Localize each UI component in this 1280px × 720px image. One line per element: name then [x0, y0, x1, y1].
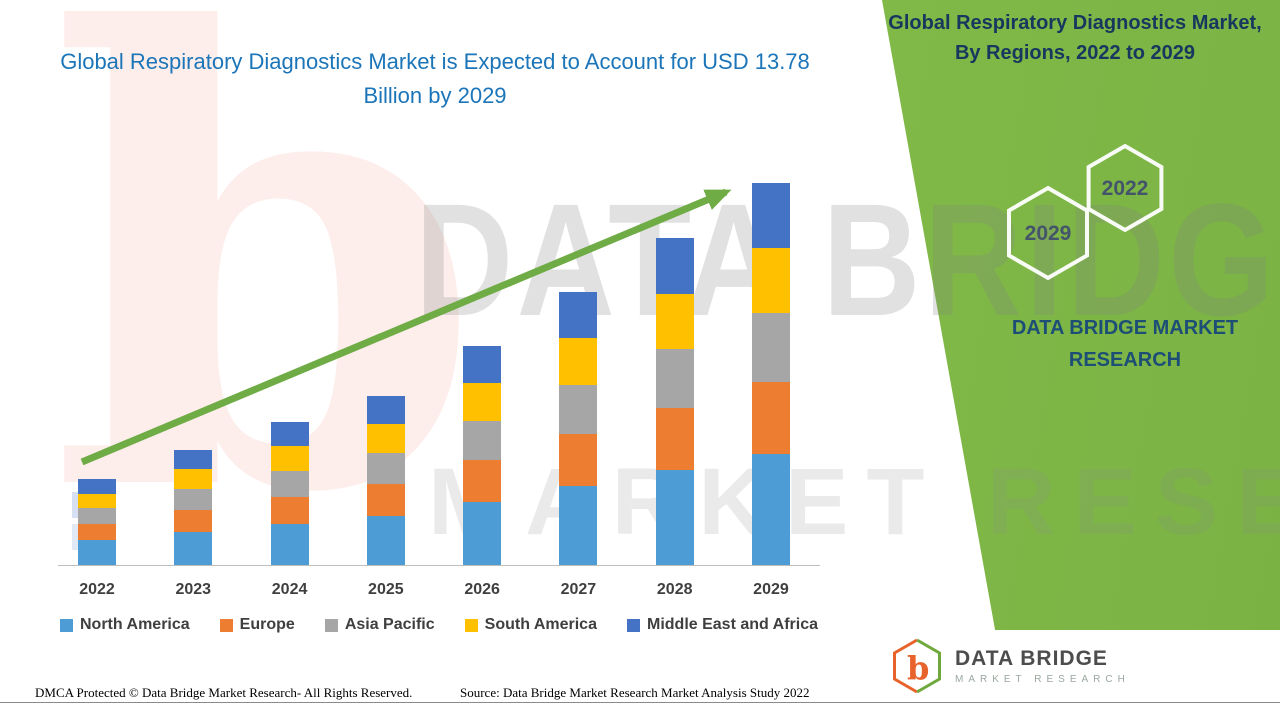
x-axis-label-2024: 2024	[271, 581, 308, 598]
segment-europe-2025	[366, 483, 405, 516]
legend-swatch-middle-east-and-africa	[627, 618, 640, 632]
segment-south-america-2026	[463, 383, 502, 421]
x-axis-label-2026: 2026	[464, 581, 500, 598]
segment-europe-2027	[559, 433, 598, 486]
legend-label-middle-east-and-africa: Middle East and Africa	[647, 616, 818, 633]
bar-2026: 2026	[463, 183, 502, 598]
hexagon-2022	[1086, 143, 1164, 233]
segment-north-america-2026	[463, 501, 502, 565]
legend-item-north-america: North America	[60, 616, 190, 634]
year-hexagons: 2029 2022	[1007, 143, 1164, 281]
segment-asia-pacific-2029	[751, 312, 790, 382]
segment-asia-pacific-2022	[78, 508, 116, 524]
segment-north-america-2028	[655, 470, 694, 565]
x-axis-label-2028: 2028	[656, 581, 693, 598]
segment-middle-east-and-africa-2023	[174, 449, 213, 470]
bar-2025: 2025	[366, 183, 405, 598]
segment-europe-2028	[655, 408, 694, 471]
legend-label-europe: Europe	[239, 616, 295, 633]
legend-item-middle-east-and-africa: Middle East and Africa	[627, 616, 818, 634]
segment-south-america-2022	[78, 493, 116, 509]
bar-2029: 2029	[751, 183, 790, 598]
segment-north-america-2025	[366, 515, 405, 565]
segment-europe-2023	[174, 509, 213, 532]
bar-2023: 2023	[174, 183, 213, 598]
segment-middle-east-and-africa-2028	[655, 237, 694, 294]
segment-south-america-2029	[751, 247, 790, 313]
segment-middle-east-and-africa-2026	[463, 346, 502, 384]
x-axis-label-2022: 2022	[79, 581, 115, 598]
databridge-hexagon-icon: b	[893, 638, 941, 694]
segment-south-america-2023	[174, 469, 213, 490]
segment-asia-pacific-2027	[559, 384, 598, 434]
segment-north-america-2024	[270, 523, 309, 565]
hexagon-year-2022: 2022	[1102, 177, 1149, 200]
segment-asia-pacific-2026	[463, 420, 502, 460]
legend-swatch-asia-pacific	[324, 618, 338, 632]
segment-north-america-2027	[559, 485, 598, 565]
svg-text:b: b	[907, 649, 929, 687]
segment-north-america-2023	[174, 531, 213, 565]
chart-title: Global Respiratory Diagnostics Market is…	[60, 49, 810, 109]
segment-north-america-2022	[78, 540, 116, 565]
segment-middle-east-and-africa-2024	[270, 422, 309, 447]
segment-middle-east-and-africa-2029	[751, 183, 790, 248]
segment-europe-2024	[270, 496, 309, 524]
x-axis-line	[58, 565, 820, 566]
logo-subtitle: MARKET RESEARCH	[955, 674, 1130, 685]
logo-name: DATA BRIDGE	[955, 647, 1108, 670]
segment-asia-pacific-2025	[366, 453, 405, 484]
databridge-logo: b DATA BRIDGE MARKET RESEARCH	[875, 630, 1280, 702]
bar-2027: 2027	[559, 183, 598, 598]
panel-brand-text: DATA BRIDGE MARKET RESEARCH	[1011, 317, 1239, 371]
hexagon-year-2029: 2029	[1025, 222, 1072, 245]
logo-text: DATA BRIDGE MARKET RESEARCH	[955, 647, 1130, 685]
legend-label-asia-pacific: Asia Pacific	[344, 616, 435, 633]
legend-item-south-america: South America	[464, 616, 597, 634]
legend-item-europe: Europe	[219, 616, 295, 634]
segment-europe-2022	[78, 523, 116, 541]
legend-swatch-north-america	[60, 618, 73, 632]
bar-2028: 2028	[655, 183, 694, 598]
segment-south-america-2024	[270, 446, 309, 471]
legend-label-north-america: North America	[80, 616, 190, 633]
bar-2022: 2022	[78, 183, 116, 598]
segment-middle-east-and-africa-2022	[78, 479, 116, 494]
segment-asia-pacific-2028	[655, 349, 694, 409]
bar-2024: 2024	[270, 183, 309, 598]
segment-europe-2029	[751, 381, 790, 455]
x-axis-label-2025: 2025	[368, 581, 404, 598]
legend-swatch-south-america	[464, 618, 478, 632]
stacked-bar-chart: 2022 2023 2024 2025 2026 2027 2028 2029	[78, 183, 790, 598]
segment-south-america-2027	[559, 338, 598, 385]
segment-middle-east-and-africa-2025	[366, 395, 405, 425]
x-axis-label-2027: 2027	[560, 581, 597, 598]
segment-europe-2026	[463, 459, 502, 502]
segment-asia-pacific-2024	[270, 470, 309, 497]
x-axis-label-2029: 2029	[753, 581, 789, 598]
segment-south-america-2025	[366, 424, 405, 454]
footer-source-text: Source: Data Bridge Market Research Mark…	[460, 685, 810, 700]
segment-north-america-2029	[751, 454, 790, 565]
segment-middle-east-and-africa-2027	[559, 291, 598, 339]
footer-dmca-text: DMCA Protected © Data Bridge Market Rese…	[35, 685, 413, 700]
footer-divider	[0, 702, 1280, 703]
hexagon-2029	[1007, 185, 1089, 281]
segment-south-america-2028	[655, 293, 694, 350]
chart-legend: North America Europe Asia Pacific South Ame…	[60, 616, 818, 634]
legend-label-south-america: South America	[484, 616, 597, 633]
legend-swatch-europe	[219, 618, 233, 632]
segment-asia-pacific-2023	[174, 489, 213, 510]
panel-heading: Global Respiratory Diagnostics Market, B…	[888, 12, 1262, 64]
x-axis-label-2023: 2023	[175, 581, 212, 598]
legend-item-asia-pacific: Asia Pacific	[324, 616, 435, 634]
